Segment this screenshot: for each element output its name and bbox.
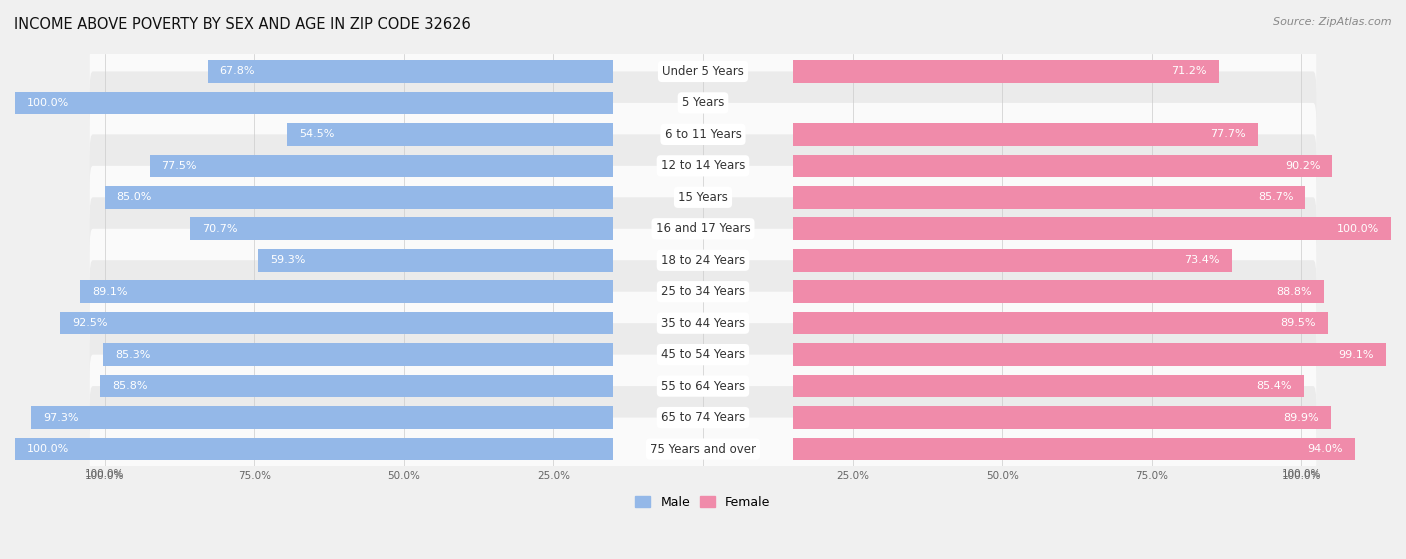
Text: 73.4%: 73.4% [1184,255,1220,265]
Text: 85.7%: 85.7% [1258,192,1294,202]
Bar [60,312,613,334]
Text: Under 5 Years: Under 5 Years [662,65,744,78]
Text: 12 to 14 Years: 12 to 14 Years [661,159,745,172]
FancyBboxPatch shape [90,103,1316,166]
Text: 100.0%: 100.0% [84,469,124,479]
Text: 100.0%: 100.0% [1337,224,1379,234]
Bar [259,249,613,272]
Bar [793,312,1329,334]
Bar [793,438,1355,461]
FancyBboxPatch shape [90,260,1316,323]
Text: 65 to 74 Years: 65 to 74 Years [661,411,745,424]
Bar [287,123,613,146]
Text: 6 to 11 Years: 6 to 11 Years [665,128,741,141]
Text: 99.1%: 99.1% [1339,349,1374,359]
Text: 97.3%: 97.3% [44,413,79,423]
Text: 88.8%: 88.8% [1277,287,1312,297]
FancyBboxPatch shape [90,229,1316,292]
FancyBboxPatch shape [90,166,1316,229]
Bar [793,249,1232,272]
Text: 25 to 34 Years: 25 to 34 Years [661,285,745,298]
Text: 100.0%: 100.0% [27,444,69,454]
Text: 75 Years and over: 75 Years and over [650,443,756,456]
Text: 77.7%: 77.7% [1211,129,1246,139]
Text: 55 to 64 Years: 55 to 64 Years [661,380,745,392]
FancyBboxPatch shape [90,386,1316,449]
Text: 16 and 17 Years: 16 and 17 Years [655,222,751,235]
Text: 70.7%: 70.7% [202,224,238,234]
Text: 35 to 44 Years: 35 to 44 Years [661,316,745,330]
Text: 92.5%: 92.5% [72,318,107,328]
Bar [80,281,613,303]
Bar [208,60,613,83]
Bar [15,438,613,461]
Bar [793,406,1330,429]
Text: 15 Years: 15 Years [678,191,728,204]
Text: 71.2%: 71.2% [1171,67,1206,77]
Text: 85.4%: 85.4% [1256,381,1292,391]
FancyBboxPatch shape [90,40,1316,103]
Bar [793,217,1391,240]
Bar [793,281,1324,303]
Text: 100.0%: 100.0% [27,98,69,108]
Text: 85.3%: 85.3% [115,349,150,359]
Bar [793,154,1333,177]
Text: 89.5%: 89.5% [1281,318,1316,328]
Text: 100.0%: 100.0% [1282,469,1322,479]
Bar [149,154,613,177]
Bar [100,375,613,397]
FancyBboxPatch shape [90,418,1316,481]
Bar [190,217,613,240]
FancyBboxPatch shape [90,197,1316,260]
Text: 89.1%: 89.1% [93,287,128,297]
Text: 45 to 54 Years: 45 to 54 Years [661,348,745,361]
Text: 85.0%: 85.0% [117,192,152,202]
Bar [793,186,1305,209]
Text: Source: ZipAtlas.com: Source: ZipAtlas.com [1274,17,1392,27]
Text: 67.8%: 67.8% [219,67,254,77]
Bar [793,123,1257,146]
Text: 77.5%: 77.5% [162,161,197,171]
FancyBboxPatch shape [90,72,1316,134]
Bar [793,375,1303,397]
Text: 90.2%: 90.2% [1285,161,1320,171]
FancyBboxPatch shape [90,354,1316,418]
Bar [31,406,613,429]
FancyBboxPatch shape [90,134,1316,197]
Text: 94.0%: 94.0% [1308,444,1343,454]
FancyBboxPatch shape [90,323,1316,386]
Bar [104,186,613,209]
Text: 89.9%: 89.9% [1284,413,1319,423]
Text: 85.8%: 85.8% [112,381,148,391]
Text: 5 Years: 5 Years [682,96,724,110]
Bar [103,343,613,366]
Legend: Male, Female: Male, Female [630,491,776,514]
Text: 54.5%: 54.5% [299,129,335,139]
Bar [793,343,1386,366]
Text: 59.3%: 59.3% [270,255,307,265]
Bar [793,60,1219,83]
Text: INCOME ABOVE POVERTY BY SEX AND AGE IN ZIP CODE 32626: INCOME ABOVE POVERTY BY SEX AND AGE IN Z… [14,17,471,32]
Bar [15,92,613,114]
Text: 18 to 24 Years: 18 to 24 Years [661,254,745,267]
FancyBboxPatch shape [90,292,1316,354]
